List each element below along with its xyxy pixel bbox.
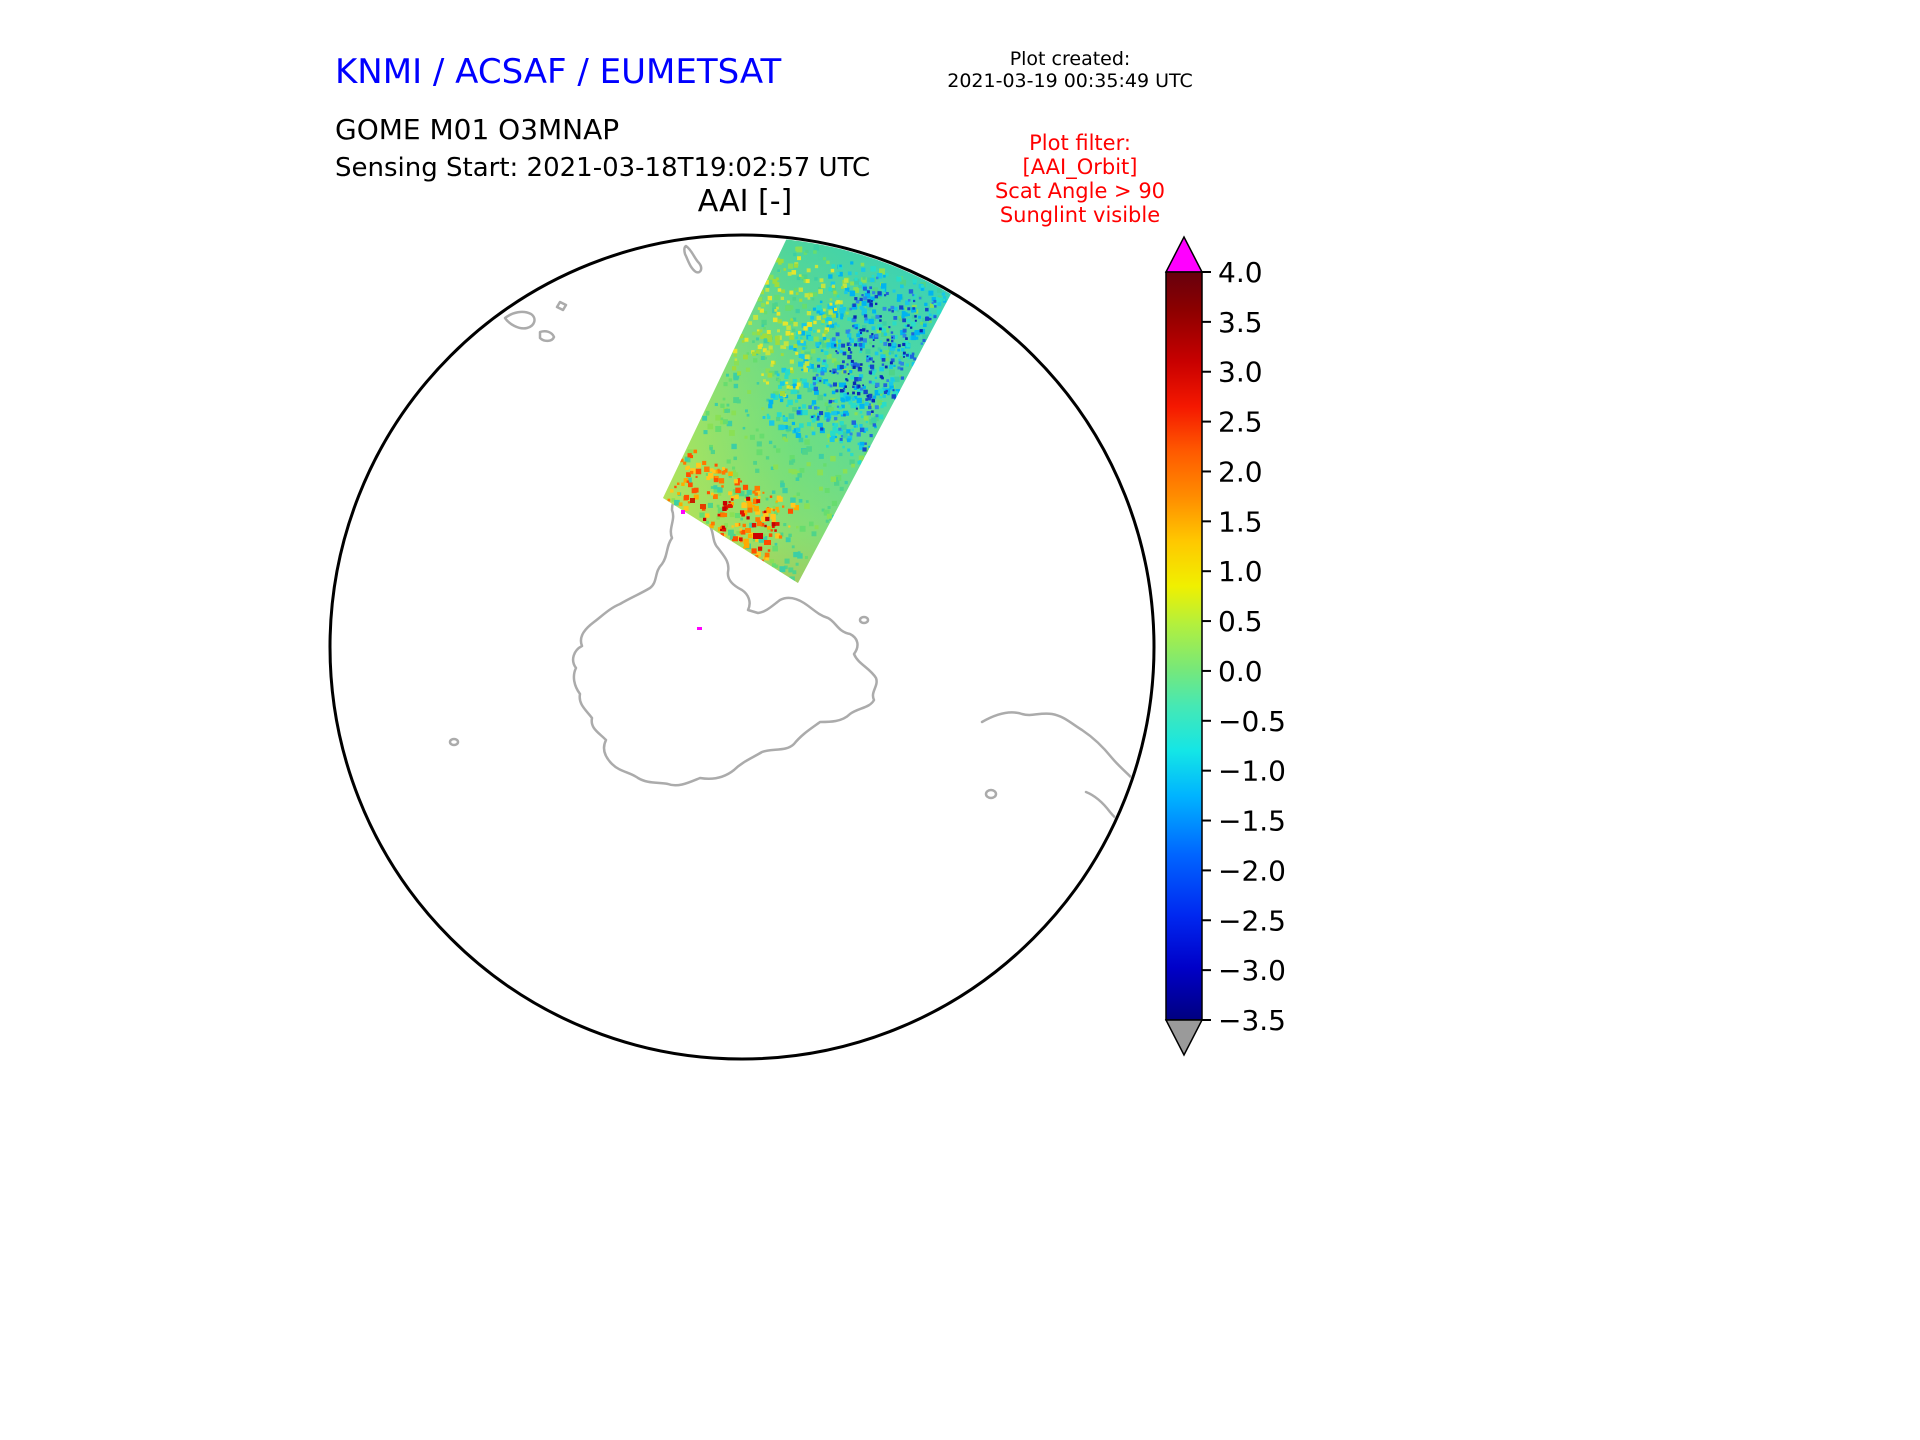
colorbar-tick-label: −1.0 <box>1218 755 1286 788</box>
plot-filter-scat-angle: Scat Angle > 90 <box>994 179 1166 203</box>
colorbar-tick-label: 1.5 <box>1218 505 1263 538</box>
plot-filter-sunglint: Sunglint visible <box>999 203 1161 227</box>
antarctica-coastline <box>571 496 878 787</box>
land-upper-left-a <box>503 310 536 330</box>
colorbar-tick-label: 0.0 <box>1218 655 1263 688</box>
plot-filter-orbit: [AAI_Orbit] <box>1022 155 1138 179</box>
swath-hotspot-pixels <box>681 498 771 630</box>
coast-right-b <box>1084 790 1152 862</box>
colorbar-tick-label: −3.5 <box>1218 1004 1286 1037</box>
island-left-small <box>448 737 460 747</box>
coast-right-a <box>980 711 1152 820</box>
island-right <box>984 788 998 800</box>
product-name: GOME M01 O3MNAP <box>335 113 620 146</box>
colorbar-over-arrow <box>1164 235 1204 273</box>
colorbar-gradient-bar <box>1165 271 1203 1021</box>
colorbar-tick-label: −2.5 <box>1218 904 1286 937</box>
satellite-swath <box>663 238 952 630</box>
plot-filter-title: Plot filter: <box>1029 131 1131 155</box>
swath-speckle-pixels <box>667 244 947 582</box>
colorbar: 4.0 3.5 3.0 2.5 2.0 1.5 1.0 0.5 0.0 −0.5 −1.0 −1.5 −… <box>1164 235 1286 1057</box>
colorbar-tick-label: −3.0 <box>1218 954 1286 987</box>
plot-filter-block: Plot filter: [AAI_Orbit] Scat Angle > 90… <box>945 131 1215 227</box>
colorbar-tick-label: −1.5 <box>1218 805 1286 838</box>
colorbar-tick-label: 2.5 <box>1218 406 1263 439</box>
colorbar-tick-label: 4.0 <box>1218 256 1263 289</box>
page-title: KNMI / ACSAF / EUMETSAT <box>335 52 782 92</box>
land-upper-left-b <box>538 329 556 343</box>
colorbar-ticks: 4.0 3.5 3.0 2.5 2.0 1.5 1.0 0.5 0.0 −0.5 −1.0 −1.5 −… <box>1202 256 1286 1037</box>
colorbar-tick-label: 2.0 <box>1218 455 1263 488</box>
plot-created-timestamp: 2021-03-19 00:35:49 UTC <box>947 70 1193 92</box>
plot-created-block: Plot created: 2021-03-19 00:35:49 UTC <box>930 48 1210 92</box>
island-top <box>683 244 703 274</box>
sensing-start: Sensing Start: 2021-03-18T19:02:57 UTC <box>335 153 871 183</box>
colorbar-tick-label: 1.0 <box>1218 555 1263 588</box>
colorbar-tick-label: −0.5 <box>1218 705 1286 738</box>
colorbar-tick-label: 3.0 <box>1218 356 1263 389</box>
plot-created-label: Plot created: <box>1009 48 1131 70</box>
plot-title: AAI [-] <box>697 184 793 219</box>
island-upper-left-c <box>555 300 568 312</box>
island-ross-small <box>858 615 870 625</box>
coastlines <box>448 244 1152 862</box>
colorbar-tick-label: 0.5 <box>1218 605 1263 638</box>
map-boundary-circle <box>328 233 1156 1061</box>
colorbar-under-arrow <box>1164 1019 1204 1057</box>
colorbar-tick-label: −2.0 <box>1218 854 1286 887</box>
colorbar-tick-label: 3.5 <box>1218 306 1263 339</box>
